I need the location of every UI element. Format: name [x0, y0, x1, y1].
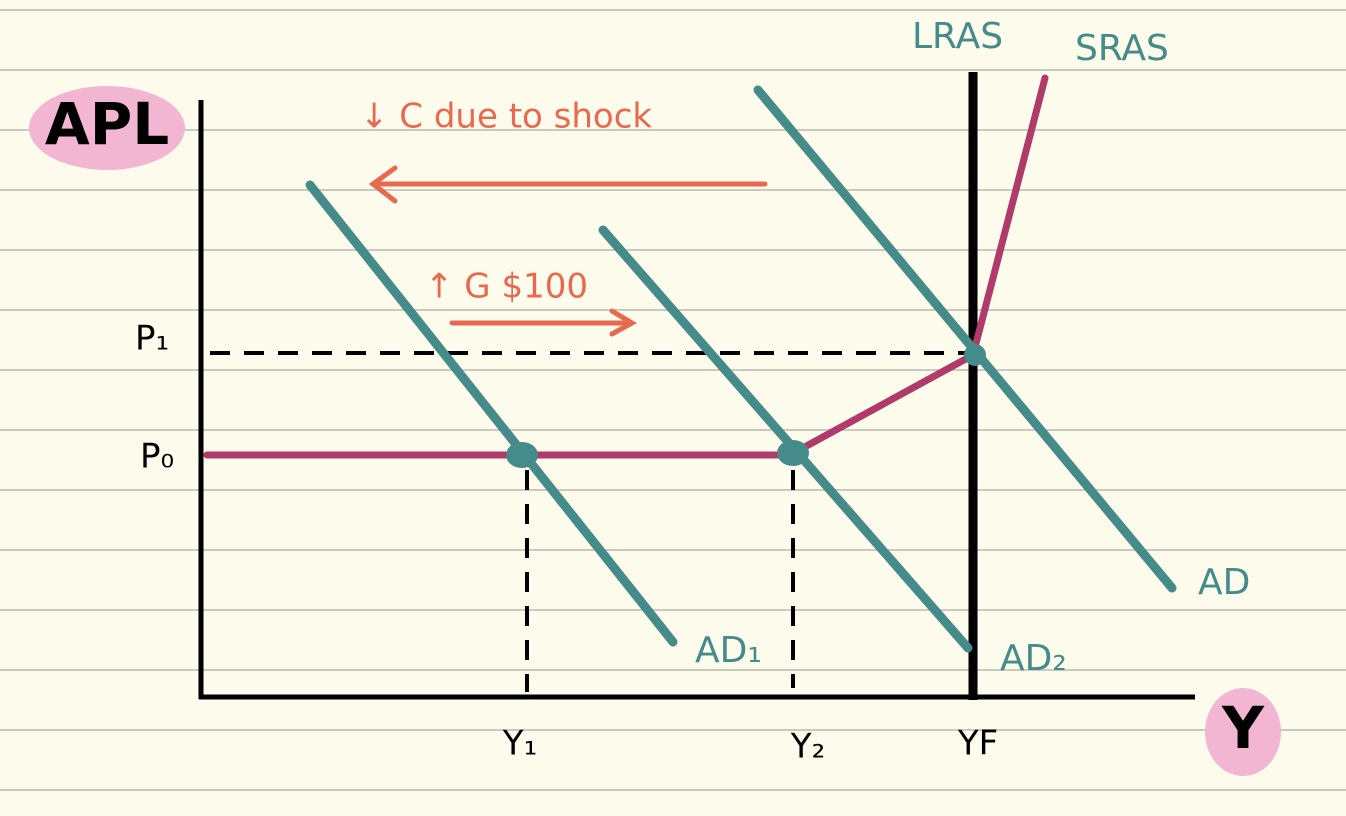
output-label: YF [957, 724, 998, 764]
ad2-curve [598, 225, 973, 653]
y-axis-label: APL [45, 90, 169, 158]
shock-annotation: ↓ C due to shock [360, 97, 652, 137]
equilibrium-point [777, 440, 809, 466]
x-axis-label: Y [1221, 694, 1265, 762]
sras-label: SRAS [1075, 28, 1169, 69]
ad-label: AD [1198, 562, 1250, 603]
label-highlight [1205, 688, 1281, 776]
output-label: Y₁ [502, 724, 537, 764]
ad1-label: AD₁ [695, 630, 762, 671]
equilibrium-point [506, 442, 538, 468]
ad1-curve [305, 180, 678, 647]
spending-arrow [449, 308, 638, 337]
label-highlight [29, 86, 185, 170]
sras-curve [203, 74, 1049, 459]
ad2-label: AD₂ [1000, 638, 1067, 679]
shock-arrow [368, 165, 768, 204]
equilibrium-point [964, 344, 986, 366]
price-level-label: P₀ [140, 437, 174, 477]
lras-label: LRAS [912, 16, 1003, 57]
spending-annotation: ↑ G $100 [425, 267, 588, 307]
price-level-label: P₁ [135, 319, 169, 359]
output-label: Y₂ [790, 727, 825, 767]
ad-curve [753, 85, 1177, 593]
